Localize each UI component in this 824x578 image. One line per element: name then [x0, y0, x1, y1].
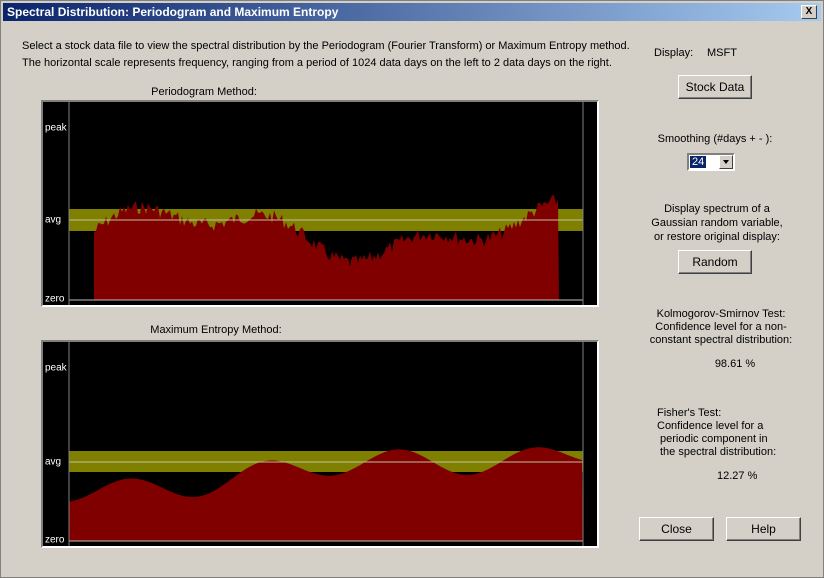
level-label: zero — [45, 294, 65, 305]
smoothing-combo[interactable]: 24 — [687, 153, 735, 171]
plot-title: Maximum Entropy Method: — [150, 324, 282, 336]
fisher-text: Fisher's Test: — [657, 407, 722, 419]
random-text: Gaussian random variable, — [651, 217, 783, 229]
combo-value: 24 — [690, 156, 707, 168]
level-label: zero — [45, 535, 65, 546]
random-button[interactable]: Random — [678, 250, 752, 274]
help-button[interactable]: Help — [726, 517, 801, 541]
close-x[interactable]: X — [801, 5, 817, 19]
fisher-value: 12.27 % — [717, 470, 758, 482]
periodogram-plot: peak avg zero — [41, 100, 599, 307]
spectrum — [94, 195, 559, 300]
ks-text: Confidence level for a non- — [655, 321, 787, 333]
random-text: or restore original display: — [654, 231, 780, 243]
fisher-text: Confidence level for a — [657, 420, 764, 432]
mem-plot: peak avg zero — [41, 340, 599, 548]
plot-svg: peak avg zero — [43, 102, 597, 305]
combo-arrow[interactable] — [719, 155, 733, 169]
close-button[interactable]: Close — [639, 517, 714, 541]
ks-text: Kolmogorov-Smirnov Test: — [656, 308, 786, 320]
plot-svg: peak avg zero — [43, 342, 597, 546]
level-label: peak — [45, 123, 68, 134]
level-label: avg — [45, 215, 61, 226]
window-title: Spectral Distribution: Periodogram and M… — [7, 5, 339, 19]
ks-text: constant spectral distribution: — [649, 334, 793, 346]
arrow-icon — [723, 160, 729, 164]
fisher-text: the spectral distribution: — [660, 446, 777, 458]
intro-line: Select a stock data file to view the spe… — [22, 40, 630, 52]
display-value: MSFT — [707, 47, 737, 59]
intro-line: The horizontal scale represents frequenc… — [22, 57, 612, 69]
spectrum — [69, 447, 583, 541]
title-bar: Spectral Distribution: Periodogram and M… — [3, 3, 821, 21]
display-label: Display: — [654, 47, 694, 59]
plot-title: Periodogram Method: — [151, 86, 257, 98]
fisher-text: periodic component in — [660, 433, 768, 445]
stock-data-button[interactable]: Stock Data — [678, 75, 752, 99]
smoothing-label: Smoothing (#days + - ): — [657, 133, 773, 145]
ks-value: 98.61 % — [714, 358, 756, 370]
random-text: Display spectrum of a — [664, 203, 770, 215]
level-label: avg — [45, 457, 61, 468]
level-label: peak — [45, 363, 68, 374]
